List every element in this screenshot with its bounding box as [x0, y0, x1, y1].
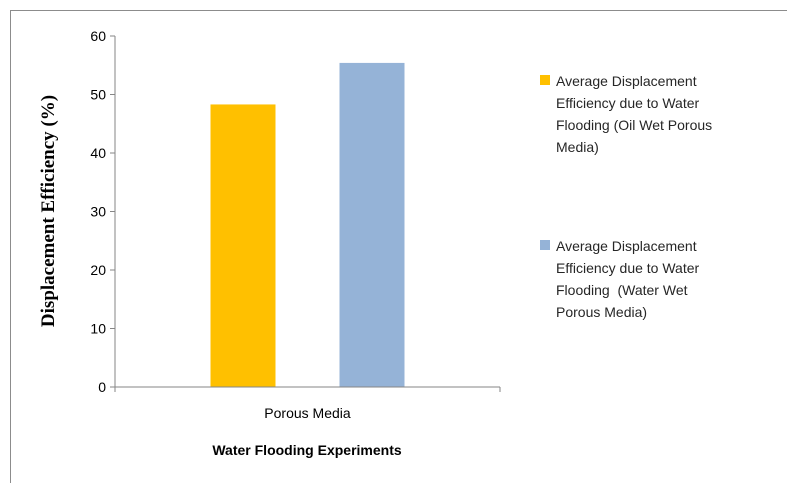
- legend-label-line: Porous Media): [556, 304, 648, 320]
- legend-label-line: Flooding (Oil Wet Porous: [556, 117, 713, 133]
- y-tick-label: 60: [90, 28, 106, 44]
- y-tick-label: 20: [90, 262, 106, 278]
- legend-swatch: [540, 240, 550, 250]
- x-axis-label: Water Flooding Experiments: [212, 442, 401, 458]
- y-axis: 0 10 20 30 40 50 60: [90, 28, 116, 395]
- bar-1: [210, 104, 276, 387]
- y-tick-label: 10: [90, 321, 106, 337]
- x-axis: Porous Media: [114, 386, 501, 421]
- x-tick-label: Porous Media: [264, 405, 351, 421]
- legend-label-line: Flooding (Water Wet: [556, 282, 688, 298]
- y-axis-label: Displacement Efficiency (%): [38, 95, 59, 327]
- legend-label-line: Efficiency due to Water: [556, 95, 700, 111]
- legend-swatch: [540, 75, 550, 85]
- y-tick-label: 30: [90, 204, 106, 220]
- legend-label: Average Displacement Efficiency due to Wa…: [556, 70, 786, 158]
- legend-label-line: Efficiency due to Water: [556, 260, 700, 276]
- chart-frame: [10, 10, 787, 483]
- bars: [210, 62, 405, 387]
- y-tick-label: 50: [90, 87, 106, 103]
- legend-label: Average Displacement Efficiency due to Wa…: [556, 235, 786, 323]
- legend-label-line: Media): [556, 139, 599, 155]
- bar-2: [339, 62, 405, 387]
- y-tick-label: 40: [90, 145, 106, 161]
- legend-label-line: Average Displacement: [556, 73, 697, 89]
- legend-label-line: Average Displacement: [556, 238, 697, 254]
- y-tick-label: 0: [98, 379, 106, 395]
